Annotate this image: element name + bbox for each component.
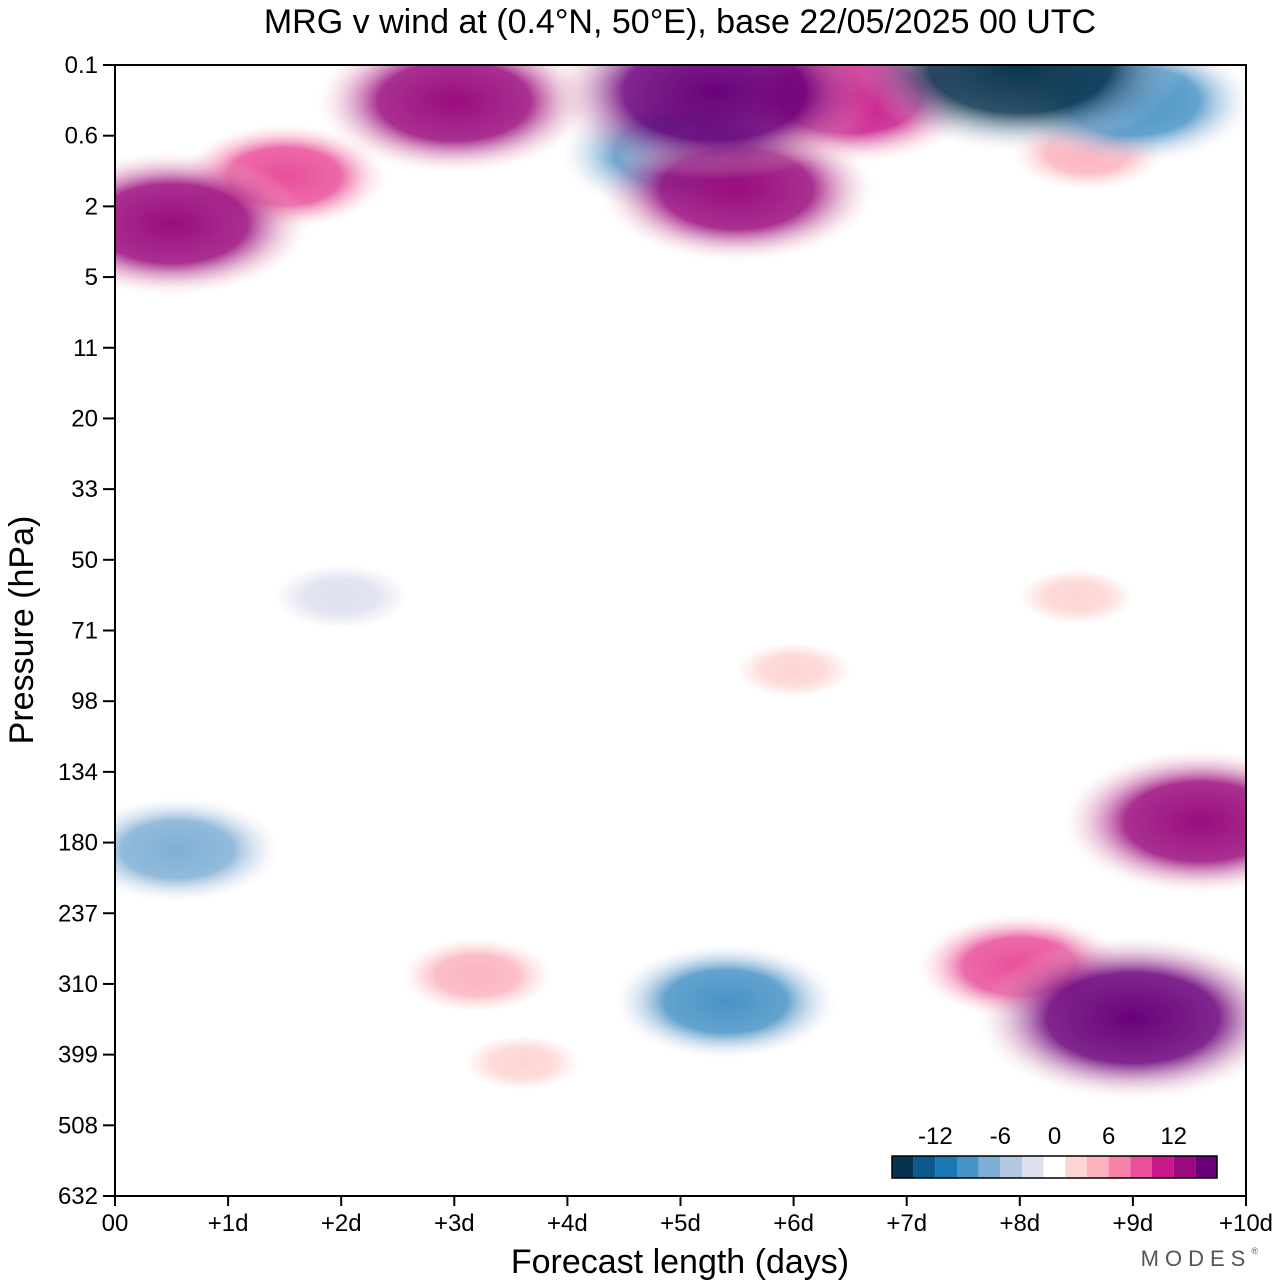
colorbar-swatch xyxy=(1130,1156,1152,1178)
x-tick-label: +3d xyxy=(434,1210,475,1237)
x-tick-label: +6d xyxy=(773,1210,814,1237)
colorbar-label: 0 xyxy=(1048,1123,1061,1150)
colorbar-label: -12 xyxy=(918,1123,953,1150)
y-tick-label: 20 xyxy=(71,405,98,432)
field-cell xyxy=(115,797,280,902)
colorbar-swatch xyxy=(935,1156,957,1178)
colorbar-swatch xyxy=(892,1156,914,1178)
y-tick-label: 399 xyxy=(58,1042,98,1069)
y-tick-label: 33 xyxy=(71,476,98,503)
y-axis: 0.1 0.6 2 5 11 20 33 50 71 98 134 180 237 310 399 508 63… xyxy=(58,52,115,1210)
colorbar-swatch xyxy=(1195,1156,1217,1178)
colorbar-label: 6 xyxy=(1102,1123,1115,1150)
y-tick-label: 5 xyxy=(85,264,98,291)
field-cell xyxy=(549,65,880,180)
field-cell xyxy=(316,65,593,174)
plot-area xyxy=(115,65,1246,1100)
y-tick-label: 632 xyxy=(58,1183,98,1210)
colorbar-swatch xyxy=(1022,1156,1044,1178)
x-tick-label: +8d xyxy=(999,1210,1040,1237)
y-tick-label: 2 xyxy=(85,193,98,220)
x-tick-label: +10d xyxy=(1219,1210,1273,1237)
colorbar-swatch xyxy=(1043,1156,1066,1178)
colorbar-swatch xyxy=(1000,1156,1022,1178)
colorbar-swatch xyxy=(1152,1156,1174,1178)
x-axis-label: Forecast length (days) xyxy=(511,1243,849,1281)
y-tick-label: 0.1 xyxy=(65,52,98,79)
y-tick-label: 11 xyxy=(73,335,98,362)
y-tick-label: 310 xyxy=(58,971,98,998)
field-cell xyxy=(275,564,408,629)
field-cell xyxy=(614,944,837,1059)
y-tick-label: 0.6 xyxy=(65,123,98,150)
x-tick-label: +1d xyxy=(208,1210,249,1237)
x-tick-label: +4d xyxy=(547,1210,588,1237)
x-tick-label: +5d xyxy=(660,1210,701,1237)
logo-text: MODES xyxy=(1140,1246,1252,1271)
colorbar: -12 -6 0 6 12 xyxy=(891,1123,1218,1179)
y-tick-label: 180 xyxy=(58,830,98,857)
field-cell xyxy=(465,1035,580,1090)
colorbar-swatch xyxy=(1065,1156,1087,1178)
field-cell xyxy=(1062,749,1246,894)
chart-title: MRG v wind at (0.4°N, 50°E), base 22/05/… xyxy=(264,3,1096,41)
field-cell xyxy=(115,151,310,296)
y-tick-label: 98 xyxy=(71,688,98,715)
x-axis: 00 +1d +2d +3d +4d +5d +6d +7d +8d +9d +10d xyxy=(102,1196,1273,1237)
colorbar-swatch xyxy=(913,1156,936,1178)
colorbar-swatch xyxy=(957,1156,979,1178)
x-tick-label: +2d xyxy=(321,1210,362,1237)
field-cell xyxy=(1019,569,1134,624)
colorbar-label: -6 xyxy=(990,1123,1011,1150)
colorbar-frame xyxy=(891,1155,1218,1179)
x-tick-label: 00 xyxy=(102,1210,129,1237)
y-tick-label: 71 xyxy=(71,618,98,645)
colorbar-label: 12 xyxy=(1160,1123,1187,1150)
x-tick-label: +7d xyxy=(886,1210,927,1237)
field-cell xyxy=(854,65,1185,152)
field-cell xyxy=(976,935,1246,1100)
x-tick-label: +9d xyxy=(1113,1210,1154,1237)
y-tick-label: 237 xyxy=(58,900,98,927)
y-tick-label: 50 xyxy=(71,547,98,574)
colorbar-swatch xyxy=(1087,1156,1109,1178)
y-tick-label: 134 xyxy=(58,759,98,786)
colorbar-swatch xyxy=(1173,1156,1196,1178)
field-cell xyxy=(736,642,851,697)
colorbar-swatch xyxy=(1108,1156,1131,1178)
y-axis-label: Pressure (hPa) xyxy=(3,516,41,745)
y-tick-label: 508 xyxy=(58,1112,98,1139)
colorbar-swatch xyxy=(978,1156,1001,1178)
logo-mark: ® xyxy=(1251,1246,1258,1256)
modes-logo: MODES® xyxy=(1141,1246,1258,1272)
field-cell xyxy=(401,938,552,1013)
